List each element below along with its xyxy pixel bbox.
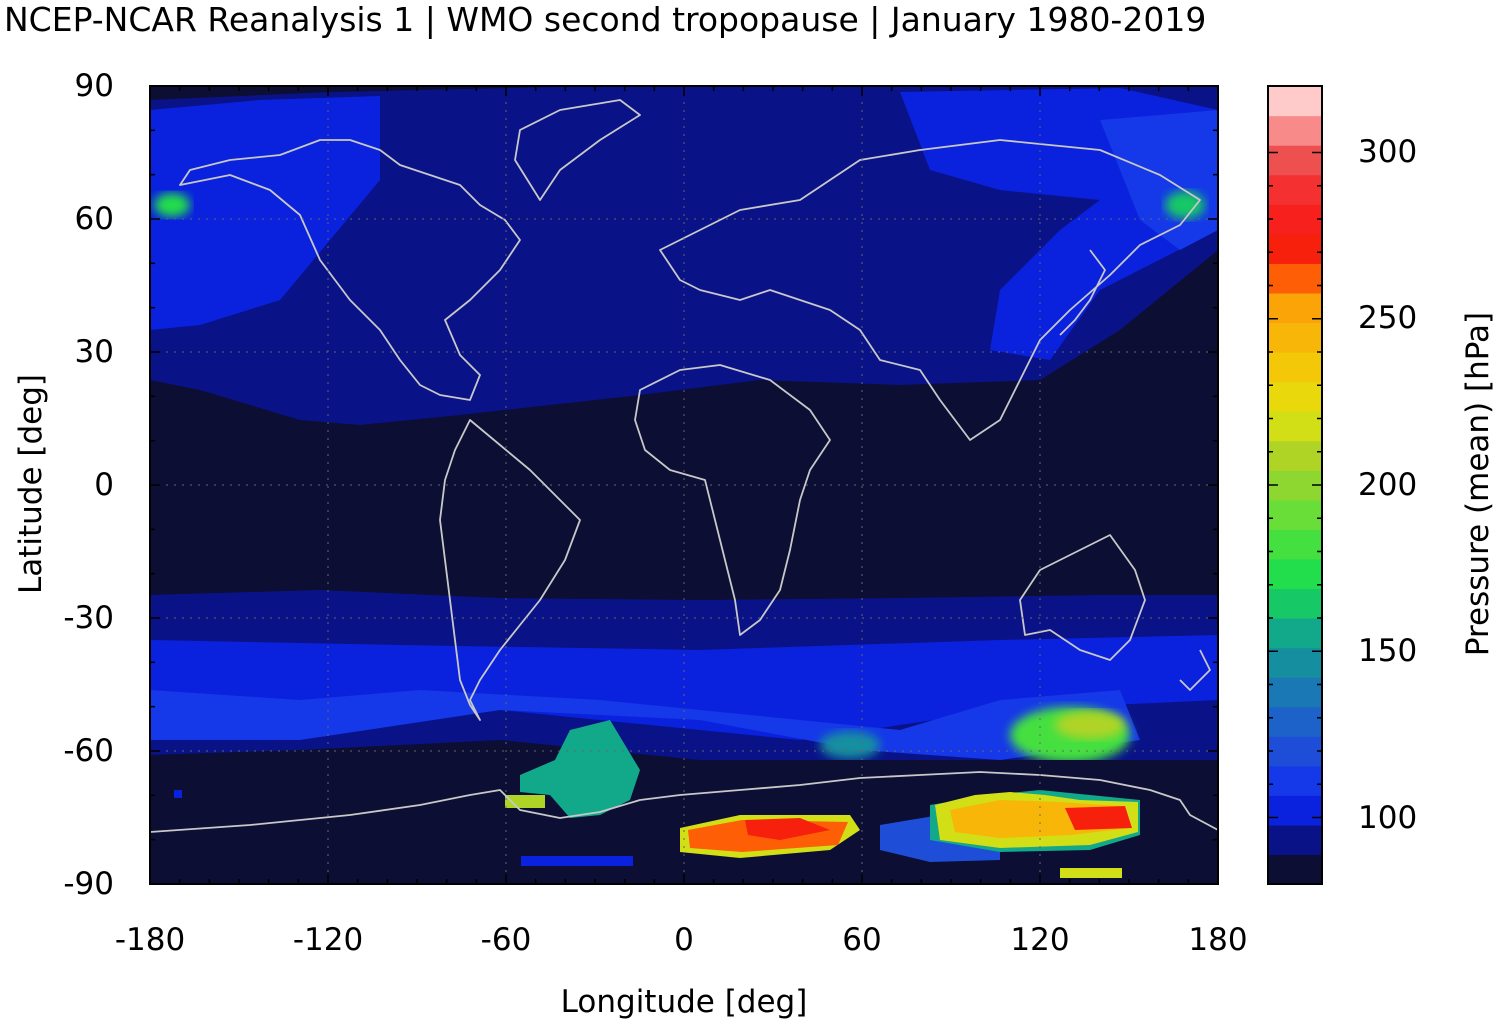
coastlines bbox=[150, 99, 1218, 833]
x-tick-label: -60 bbox=[480, 922, 532, 958]
coastline-greenland bbox=[514, 99, 641, 201]
colorbar-tick-label: 100 bbox=[1358, 800, 1418, 836]
colorbar-tick-label: 200 bbox=[1358, 467, 1418, 503]
coastline-australia bbox=[1019, 534, 1146, 661]
field-patch-alaska-green bbox=[154, 193, 190, 217]
colorbar-segment bbox=[1268, 824, 1322, 856]
colorbar-segment bbox=[1268, 352, 1322, 383]
colorbar-segment bbox=[1268, 558, 1322, 590]
y-tick-label: 90 bbox=[74, 68, 114, 104]
coastline-north-america bbox=[179, 139, 521, 401]
colorbar bbox=[1268, 86, 1322, 885]
coastline-new-zealand bbox=[1179, 649, 1211, 691]
colorbar-segment bbox=[1268, 706, 1322, 737]
coastline-south-america bbox=[439, 419, 581, 721]
colorbar-tick-label: 250 bbox=[1358, 300, 1418, 336]
x-axis-label: Longitude [deg] bbox=[560, 984, 808, 1020]
field-patch-south-blue bbox=[521, 856, 633, 866]
colorbar-segment bbox=[1268, 233, 1322, 264]
field-patch-antarctic-east-small bbox=[1060, 868, 1122, 878]
colorbar-segment bbox=[1268, 618, 1322, 649]
colorbar-segment bbox=[1268, 204, 1322, 235]
colorbar-segment bbox=[1268, 854, 1322, 885]
field-patch-weddell bbox=[520, 720, 640, 818]
colorbar-segment bbox=[1268, 440, 1322, 471]
colorbar-segment bbox=[1268, 145, 1322, 176]
colorbar-segment bbox=[1268, 322, 1322, 353]
x-tick-label: 180 bbox=[1188, 922, 1248, 958]
field-patch-antarctic-east-red bbox=[1065, 806, 1132, 830]
colorbar-tick-label: 150 bbox=[1358, 633, 1418, 669]
coastline-eurasia bbox=[659, 139, 1201, 441]
colorbar-ticks bbox=[1268, 151, 1322, 819]
colorbar-segment bbox=[1268, 795, 1322, 826]
colorbar-segment bbox=[1268, 499, 1322, 530]
colorbar-segment bbox=[1268, 736, 1322, 767]
y-tick-label: -60 bbox=[63, 733, 114, 769]
field-patch-sh-teal bbox=[820, 731, 880, 759]
coastline-antarctica bbox=[150, 771, 1218, 833]
field-patch-antarctic-center-red bbox=[745, 818, 830, 840]
field-patch-kamchatka-green bbox=[1165, 191, 1205, 219]
y-tick-label: -90 bbox=[63, 866, 114, 902]
colorbar-segment bbox=[1268, 588, 1322, 619]
colorbar-segment bbox=[1268, 381, 1322, 412]
x-tick-label: -180 bbox=[114, 922, 186, 958]
grid bbox=[150, 86, 1218, 884]
x-tick-label: 0 bbox=[674, 922, 694, 958]
axis-ticks bbox=[149, 85, 1219, 885]
colorbar-tick-label: 300 bbox=[1358, 134, 1418, 170]
field-patch-sh-green-east-core bbox=[1055, 711, 1125, 739]
colorbar-segment bbox=[1268, 115, 1322, 146]
y-tick-label: 60 bbox=[74, 201, 114, 237]
field-patch-small-blue bbox=[174, 790, 182, 798]
field-patch-sh-outer bbox=[150, 690, 1140, 760]
colorbar-segment bbox=[1268, 677, 1322, 708]
colorbar-segment bbox=[1268, 86, 1322, 117]
y-tick-label: 0 bbox=[94, 467, 114, 503]
x-tick-label: 60 bbox=[842, 922, 882, 958]
colorbar-segment bbox=[1268, 765, 1322, 796]
colorbar-segment bbox=[1268, 647, 1322, 678]
x-tick-label: -120 bbox=[292, 922, 364, 958]
field-patch-nh-inner bbox=[150, 96, 380, 330]
y-tick-label: 30 bbox=[74, 334, 114, 370]
colorbar-segment bbox=[1268, 263, 1322, 294]
colorbar-segment bbox=[1268, 411, 1322, 442]
colorbar-segment bbox=[1268, 529, 1322, 560]
coastline-africa bbox=[634, 364, 831, 636]
y-tick-label: -30 bbox=[63, 600, 114, 636]
coastline-japan bbox=[1059, 249, 1106, 336]
chart-title: NCEP-NCAR Reanalysis 1 | WMO second trop… bbox=[4, 0, 1207, 39]
colorbar-segment bbox=[1268, 174, 1322, 205]
x-tick-label: 120 bbox=[1010, 922, 1070, 958]
